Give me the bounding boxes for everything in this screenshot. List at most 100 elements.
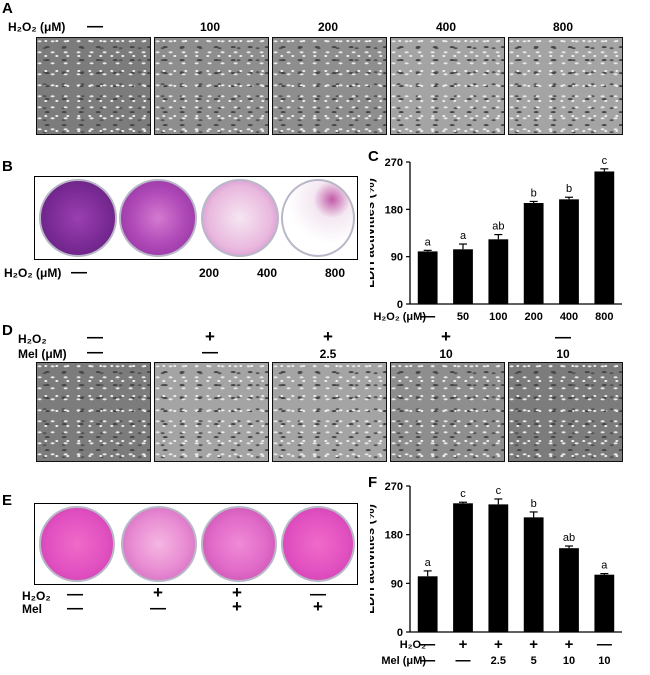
significance-label-2: ab [492, 221, 504, 233]
y-tick-label-2: 180 [385, 204, 403, 216]
micrograph-a-1 [36, 37, 151, 135]
panel-d-r2-c2: — [202, 344, 218, 361]
significance-label-2: c [496, 485, 502, 497]
y-tick-label-2: 180 [385, 530, 403, 542]
panel-a-cond-2: 100 [199, 20, 221, 34]
x-tick-label-0-4: 400 [560, 311, 578, 323]
bar-3 [523, 517, 544, 632]
y-tick-label-1: 90 [391, 578, 403, 590]
bar-4 [559, 548, 579, 632]
significance-label-1: a [460, 230, 467, 242]
y-tick-label-3: 270 [385, 157, 403, 169]
bar-1 [453, 249, 473, 304]
significance-label-5: c [602, 155, 608, 167]
bar-5 [594, 574, 615, 632]
panel-a-row-label: H₂O₂ (μM) [8, 20, 66, 34]
x-tick-label-1-0: — [420, 652, 435, 669]
x-tick-label-1-1: — [456, 652, 471, 669]
x-tick-label-0-3: 200 [524, 311, 542, 323]
bar-5 [594, 171, 615, 304]
micrograph-a-4 [390, 37, 505, 135]
panel-c-letter: C [368, 148, 379, 165]
panel-d-r1-c1: — [87, 329, 103, 346]
panel-d-r2-c5: 10 [556, 347, 570, 361]
bar-0 [417, 576, 438, 632]
x-row-label-0: H₂O₂ (μM) [373, 311, 426, 323]
panel-e-letter: E [2, 492, 13, 509]
panel-e-r2-c2: — [150, 600, 166, 617]
x-tick-label-0-5: — [597, 636, 612, 653]
micrograph-d-5 [508, 362, 623, 462]
panel-a-cond-1: — [87, 18, 103, 35]
x-tick-label-0-1: + [459, 636, 468, 653]
x-tick-label-0-5: 800 [595, 311, 613, 323]
panel-d-r1-c3: + [323, 327, 333, 346]
x-tick-label-0-0: — [420, 308, 435, 325]
significance-label-4: b [566, 183, 572, 195]
panel-d-r2-c3: 2.5 [319, 347, 337, 361]
bar-4 [559, 199, 579, 304]
dish-b-1 [39, 179, 117, 257]
dish-e-2 [121, 506, 197, 582]
significance-label-3: b [531, 187, 537, 199]
bar-0 [417, 251, 438, 304]
chart-c: LDH activities (%) 0 90 180 270 a a ab b b c H₂O₂ (… [370, 155, 622, 325]
x-tick-label-0-2: + [494, 636, 503, 653]
panel-e-row2-label: Mel [22, 602, 43, 616]
bar-1 [453, 503, 473, 632]
micrograph-d-2 [154, 362, 269, 462]
panel-e-r2-c3: + [232, 597, 242, 616]
panel-b-cond-3: 400 [256, 266, 278, 280]
panel-d-r1-c2: + [205, 327, 215, 346]
panel-a-letter: A [2, 0, 13, 17]
panel-b-cond-1: — [71, 264, 87, 281]
micrograph-d-3 [272, 362, 387, 462]
micrograph-a-5 [508, 37, 623, 135]
panel-d-r1-c4: + [441, 327, 451, 346]
panel-d-row2-label: Mel (μM) [18, 347, 67, 361]
panel-e-r1-c2: + [153, 583, 163, 602]
x-tick-label-0-4: + [565, 636, 574, 653]
bar-3 [523, 203, 544, 304]
significance-label-5: a [601, 560, 608, 572]
dish-b-4 [281, 179, 355, 257]
micrograph-d-1 [36, 362, 151, 462]
panel-d-letter: D [2, 322, 13, 339]
y-axis-label: LDH activities (%) [370, 504, 377, 614]
x-row-label-0: H₂O₂ [400, 639, 426, 651]
panel-a-cond-3: 200 [317, 20, 339, 34]
dish-e-1 [39, 506, 115, 582]
x-tick-label-1-2: 2.5 [491, 655, 506, 667]
x-tick-label-1-3: 5 [531, 655, 537, 667]
bar-2 [488, 504, 509, 632]
panel-e-r1-c1: — [67, 586, 83, 603]
significance-label-4: ab [563, 532, 575, 544]
panel-e-r2-c1: — [67, 600, 83, 617]
significance-label-1: c [460, 488, 466, 500]
panel-d-row1-label: H₂O₂ [18, 332, 47, 346]
panel-e-r1-c3: + [232, 583, 242, 602]
y-tick-label-0: 0 [397, 627, 403, 639]
panel-a-cond-4: 400 [435, 20, 457, 34]
significance-label-3: b [531, 498, 537, 510]
x-tick-label-0-1: 50 [457, 311, 469, 323]
panel-a-cond-5: 800 [552, 20, 574, 34]
panel-d-r2-c1: — [87, 344, 103, 361]
dish-b-3 [201, 179, 279, 257]
panel-d-r2-c4: 10 [439, 347, 453, 361]
dish-e-3 [201, 506, 277, 582]
micrograph-a-2 [154, 37, 269, 135]
y-axis-label: LDH activities (%) [370, 178, 377, 288]
x-tick-label-1-5: 10 [598, 655, 610, 667]
panel-e-r2-c4: + [313, 597, 323, 616]
significance-label-0: a [425, 236, 432, 248]
x-tick-label-0-2: 100 [489, 311, 507, 323]
y-tick-label-3: 270 [385, 481, 403, 493]
y-tick-label-0: 0 [397, 299, 403, 311]
panel-b-cond-2: 200 [198, 266, 220, 280]
panel-e-row1-label: H₂O₂ [22, 589, 51, 603]
x-tick-label-0-0: — [420, 636, 435, 653]
panel-d-r1-c5: — [555, 329, 571, 346]
panel-b-plate [34, 176, 358, 260]
